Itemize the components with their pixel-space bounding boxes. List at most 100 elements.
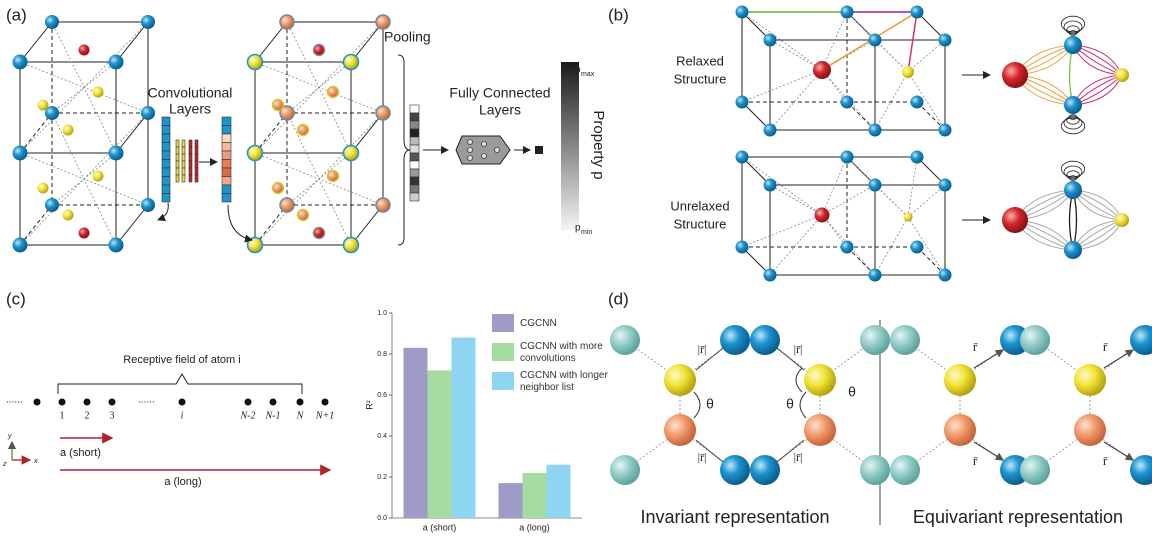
- neuron: [468, 148, 473, 153]
- label: ......: [138, 395, 155, 406]
- label: a (short): [60, 447, 101, 459]
- label: θ: [706, 396, 714, 412]
- line: [908, 40, 945, 72]
- legend-swatch: [492, 314, 514, 332]
- feature-cell: [189, 175, 192, 182]
- atom: [93, 87, 104, 98]
- atom: [764, 124, 777, 137]
- y-tick-label: 1.0: [377, 310, 387, 317]
- feature-cell: [195, 175, 198, 182]
- atom: [45, 198, 59, 212]
- bar: [428, 370, 452, 518]
- atom: [750, 455, 780, 485]
- label: min: [581, 229, 592, 236]
- bracket: [398, 55, 410, 245]
- atom: [841, 151, 854, 164]
- feature-cell: [162, 168, 170, 177]
- label: (b): [608, 5, 629, 24]
- feature-cell: [222, 117, 231, 126]
- illustrations: [12, 6, 1152, 526]
- y-tick-label: 0.8: [377, 351, 387, 358]
- atom: [63, 210, 74, 221]
- atom: [804, 364, 836, 396]
- x-tick-label: a (short): [423, 522, 457, 532]
- label: |r̄|: [794, 342, 803, 356]
- feature-cell: [195, 161, 198, 168]
- label: Equivariant representation: [913, 507, 1123, 527]
- atom: [1064, 96, 1082, 114]
- atom: [344, 238, 359, 253]
- feature-cell: [222, 168, 231, 177]
- atom: [841, 6, 854, 19]
- feature-cell: [162, 117, 170, 126]
- atom: [904, 213, 913, 222]
- neuron: [468, 156, 473, 161]
- feature-cell: [182, 168, 185, 175]
- line: [742, 215, 822, 247]
- label: ......: [6, 395, 23, 406]
- atom: [939, 124, 952, 137]
- line: [116, 205, 148, 245]
- atom: [280, 15, 294, 29]
- feature-cell: [162, 143, 170, 152]
- angle-arc: [800, 392, 806, 418]
- line: [116, 22, 148, 62]
- feature-cell: [176, 140, 179, 147]
- atom: [815, 208, 830, 223]
- label: Convolutional: [148, 85, 233, 101]
- line: [908, 157, 917, 217]
- label: Unrelaxed: [670, 198, 729, 213]
- atom: [376, 106, 390, 120]
- atom: [750, 325, 780, 355]
- neuron: [482, 142, 487, 147]
- atom: [314, 45, 325, 56]
- feature-cell: [410, 129, 419, 137]
- label: r̄: [1103, 453, 1108, 468]
- label: Structure: [674, 216, 727, 231]
- figure-canvas: (a)(b)(c)(d)ConvolutionalLayersPoolingFu…: [0, 0, 1152, 537]
- line: [1104, 442, 1133, 460]
- label: (c): [6, 289, 26, 308]
- atom: [890, 455, 920, 485]
- bar: [499, 483, 523, 518]
- feature-cell: [410, 105, 419, 113]
- atom: [93, 171, 104, 182]
- atom: [1064, 181, 1082, 199]
- atom: [939, 269, 952, 282]
- label: θ: [786, 396, 794, 412]
- line: [822, 185, 875, 215]
- atom: [141, 198, 155, 212]
- atom: [944, 364, 976, 396]
- atom: [280, 198, 294, 212]
- feature-cell: [410, 177, 419, 185]
- bar: [452, 338, 476, 518]
- atom: [328, 171, 339, 182]
- atom: [344, 146, 359, 161]
- atom: [869, 124, 882, 137]
- legend-label: CGCNN with more convolutions: [520, 341, 648, 365]
- feature-cell: [182, 154, 185, 161]
- label: N: [296, 410, 305, 421]
- label: r̄: [973, 453, 978, 468]
- site: [109, 399, 116, 406]
- line: [287, 113, 351, 245]
- atom: [1115, 68, 1129, 82]
- feature-cell: [189, 140, 192, 147]
- feature-cell: [222, 160, 231, 169]
- atom: [298, 210, 309, 221]
- site: [59, 399, 66, 406]
- cell: [770, 185, 945, 275]
- atom: [13, 55, 28, 70]
- atom: [890, 325, 920, 355]
- line: [974, 350, 1003, 368]
- atom: [860, 455, 890, 485]
- line: [908, 185, 945, 217]
- label: r̄: [1103, 339, 1108, 354]
- label: |r̄|: [794, 450, 803, 464]
- atom: [1074, 364, 1106, 396]
- atom: [141, 106, 155, 120]
- label: max: [581, 71, 595, 78]
- atom: [804, 414, 836, 446]
- y-tick-label: 0.2: [377, 474, 387, 481]
- site: [322, 399, 329, 406]
